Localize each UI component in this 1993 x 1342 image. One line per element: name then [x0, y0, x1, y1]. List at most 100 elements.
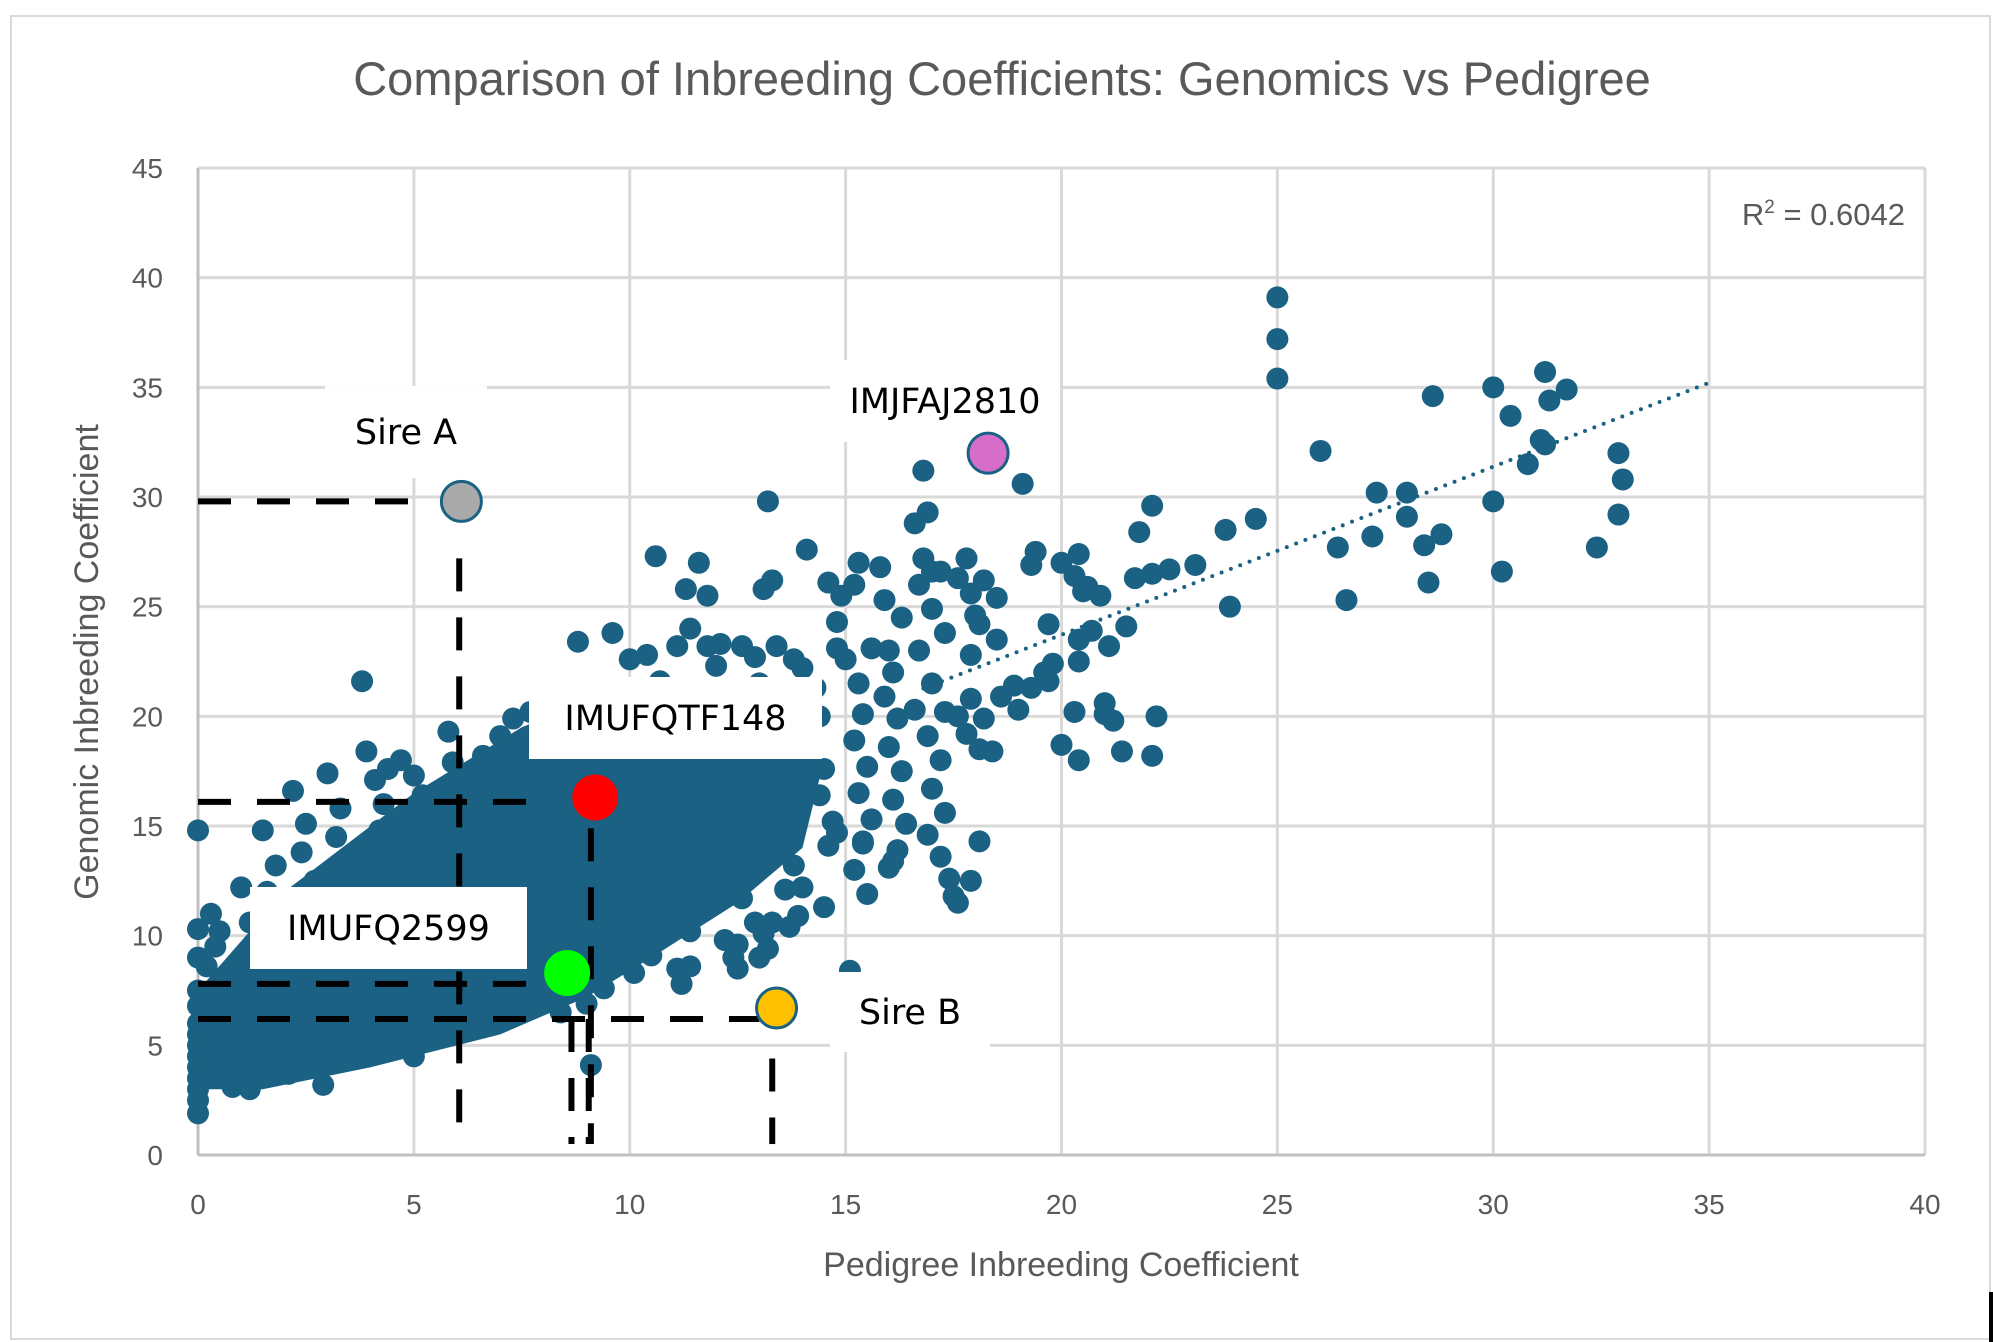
data-point — [873, 589, 896, 612]
data-point — [1244, 507, 1267, 530]
data-point — [873, 685, 896, 708]
data-point — [502, 707, 525, 730]
highlight-point — [755, 986, 799, 1030]
data-point — [1607, 442, 1630, 465]
data-point — [1490, 560, 1513, 583]
data-point — [636, 643, 659, 666]
reference-lines — [198, 498, 776, 1145]
data-point — [1011, 472, 1034, 495]
y-tick-label: 30 — [132, 482, 163, 513]
data-point — [761, 569, 784, 592]
annotation-label: Sire A — [355, 413, 457, 453]
r2-r: R — [1742, 197, 1764, 232]
data-point — [882, 850, 905, 873]
data-point — [251, 819, 274, 842]
y-tick-label: 25 — [132, 592, 163, 623]
data-point — [679, 955, 702, 978]
data-point — [1093, 703, 1116, 726]
data-point — [834, 648, 857, 671]
highlight-point — [966, 431, 1010, 475]
data-point — [1184, 553, 1207, 576]
data-point — [312, 1073, 335, 1096]
data-point — [601, 621, 624, 644]
data-point — [709, 632, 732, 655]
x-tick-label: 5 — [406, 1189, 422, 1220]
annotation-box — [529, 677, 822, 759]
data-point — [618, 648, 641, 671]
x-tick-label: 20 — [1046, 1189, 1077, 1220]
data-point — [1482, 490, 1505, 513]
data-point — [437, 720, 460, 743]
data-point — [187, 918, 209, 941]
data-point — [1585, 536, 1608, 559]
data-point — [726, 957, 749, 980]
data-point — [1141, 744, 1164, 767]
data-point — [856, 882, 879, 905]
y-tick-label: 5 — [147, 1030, 163, 1061]
data-point — [1607, 503, 1630, 526]
point-cluster — [198, 683, 825, 1090]
data-point — [968, 613, 991, 636]
data-point — [199, 902, 222, 925]
data-point — [290, 841, 313, 864]
data-point — [813, 896, 836, 919]
highlight-point — [544, 949, 591, 996]
data-point — [1037, 670, 1060, 693]
data-point — [972, 569, 995, 592]
data-point — [1067, 650, 1090, 673]
data-point — [1007, 698, 1030, 721]
data-point — [1089, 584, 1112, 607]
data-point — [1482, 376, 1505, 399]
data-point — [851, 830, 874, 853]
data-point — [1516, 453, 1539, 476]
data-point — [1266, 367, 1289, 390]
data-point — [1218, 595, 1241, 618]
data-point — [825, 611, 848, 634]
data-point — [916, 725, 939, 748]
data-point — [644, 545, 667, 568]
data-point — [687, 551, 710, 574]
data-point — [187, 1102, 209, 1125]
data-point — [705, 654, 728, 677]
data-point — [1003, 674, 1026, 697]
data-point — [778, 915, 801, 938]
data-point — [981, 740, 1004, 763]
data-point — [843, 858, 866, 881]
data-point — [281, 779, 304, 802]
data-point — [774, 878, 797, 901]
data-point — [916, 823, 939, 846]
data-point — [325, 825, 348, 848]
data-point — [847, 551, 870, 574]
data-point — [938, 867, 961, 890]
data-point — [1067, 543, 1090, 566]
data-point — [726, 933, 749, 956]
data-point — [679, 617, 702, 640]
annotation-backgrounds — [250, 360, 1060, 1052]
data-point — [1499, 404, 1522, 427]
x-tick-label: 10 — [614, 1189, 645, 1220]
data-point — [1024, 540, 1047, 563]
data-point — [1115, 615, 1138, 638]
data-point — [1365, 481, 1388, 504]
data-point — [929, 845, 952, 868]
data-point — [1555, 378, 1578, 401]
r2-superscript: 2 — [1764, 197, 1775, 218]
data-point — [195, 955, 218, 978]
data-point — [972, 707, 995, 730]
data-point — [1063, 700, 1086, 723]
data-point — [882, 788, 905, 811]
data-point — [1395, 481, 1418, 504]
data-point — [765, 635, 788, 658]
data-point — [1080, 619, 1103, 642]
data-point — [1145, 705, 1168, 728]
highlight-point — [439, 479, 483, 523]
data-point — [933, 801, 956, 824]
data-point — [1020, 676, 1043, 699]
annotation-label: IMUFQ2599 — [287, 909, 490, 949]
data-point — [912, 547, 935, 570]
annotation-label: IMUFQTF148 — [564, 699, 786, 739]
data-point — [1335, 589, 1358, 612]
data-point — [1309, 439, 1332, 462]
data-point — [955, 722, 978, 745]
